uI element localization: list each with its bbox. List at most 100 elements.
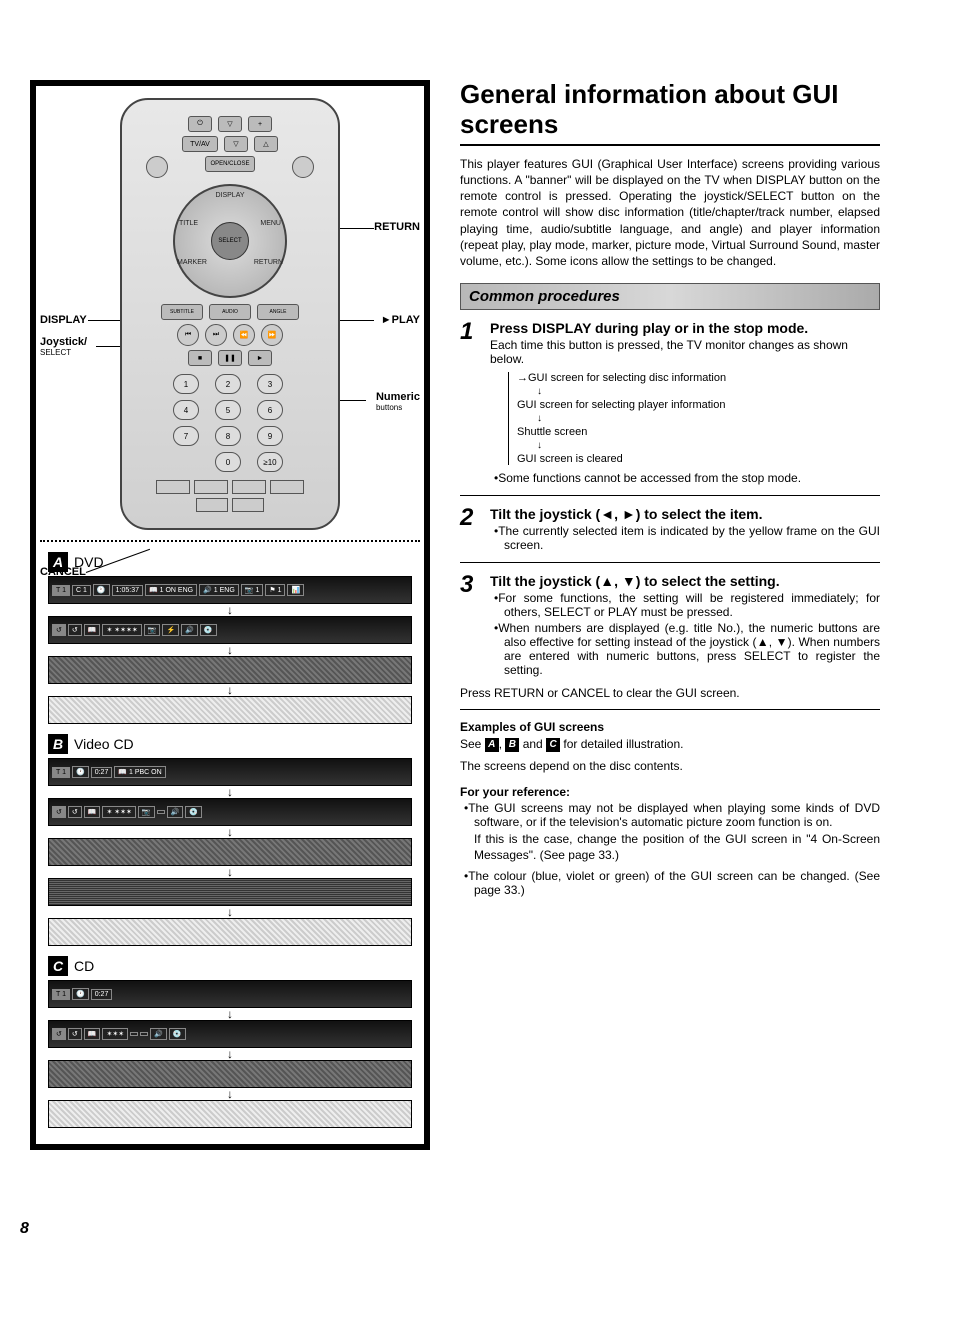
section-label-B: Video CD [74, 736, 134, 752]
gui-bar [48, 696, 412, 724]
gui-bar: T 1C 1🕐1:05:37📖 1 ON ENG🔊 1 ENG📷 1⚑ 1📊 [48, 576, 412, 604]
gui-cell: T 1 [52, 989, 70, 1000]
num-8: 8 [215, 426, 241, 446]
step-3: 3 Tilt the joystick (▲, ▼) to select the… [460, 573, 880, 679]
mid-audio: AUDIO [209, 304, 251, 320]
gui-bar: ↺↺📖✶✶✶🔊💿 [48, 1020, 412, 1048]
down-arrow: ↓ [48, 1090, 412, 1098]
gui-cell: T 1 [52, 767, 70, 778]
flow-arrow: ↓ [537, 413, 880, 424]
ref-box-a: A [485, 738, 499, 752]
examples-sub: The screens depend on the disc contents. [460, 758, 880, 774]
left-column: RETURN DISPLAY ►PLAY Joystick/ SELECT Nu… [30, 80, 430, 1150]
num-2: 2 [215, 374, 241, 394]
ch-up-button: △ [254, 136, 278, 152]
gui-cell: ↺ [68, 1028, 82, 1040]
gui-cell: 🕐 [93, 584, 110, 596]
step2-title: Tilt the joystick (◄, ►) to select the i… [490, 506, 880, 522]
ref1: •The GUI screens may not be displayed wh… [460, 801, 880, 829]
bottom-abrepeat [232, 480, 266, 494]
callout-joystick-text: Joystick/ [40, 336, 87, 348]
gui-cell [157, 810, 165, 814]
gui-cell: 🔊 1 ENG [199, 584, 239, 596]
gui-cell: 🔊 [181, 624, 198, 636]
clear-instruction: Press RETURN or CANCEL to clear the GUI … [460, 685, 880, 701]
gui-cell: ⚑ 1 [265, 584, 285, 596]
callout-joystick: Joystick/ SELECT [40, 336, 87, 357]
gui-cell: 🔊 [167, 806, 184, 818]
gui-cell: ↺ [52, 1028, 66, 1040]
examples-line: See A, B and C for detailed illustration… [460, 736, 880, 752]
gui-cell: 📷 [138, 806, 155, 818]
num-4: 4 [173, 400, 199, 420]
bottom-row [130, 480, 330, 494]
gui-bar [48, 918, 412, 946]
gui-bar [48, 1100, 412, 1128]
power-button: ⏻ [188, 116, 212, 132]
ref2: •The colour (blue, violet or green) of t… [460, 869, 880, 897]
gui-cell: 🕐 [72, 766, 89, 778]
vss-button [232, 498, 264, 512]
gui-cell: ✶ ✶✶✶ [102, 806, 135, 818]
bottom-repeatmode [194, 480, 228, 494]
section-B: B Video CD [48, 734, 412, 754]
num-6: 6 [257, 400, 283, 420]
gui-cell: ↺ [52, 806, 66, 818]
num-0: 0 [215, 452, 241, 472]
gui-cell: ↺ [68, 806, 82, 818]
down-arrow: ↓ [48, 1050, 412, 1058]
intro-paragraph: This player features GUI (Graphical User… [460, 156, 880, 269]
small-round-1 [146, 156, 168, 178]
joystick-ring: DISPLAY TITLE MENU MARKER RETURN SELECT [173, 184, 287, 298]
small-round-2 [292, 156, 314, 178]
down-arrow: ↓ [48, 828, 412, 836]
ref-box-c: C [546, 738, 560, 752]
step1-note: •Some functions cannot be accessed from … [490, 471, 880, 485]
step1-flow: →GUI screen for selecting disc informati… [508, 372, 880, 465]
tvav-button: TV/AV [182, 136, 218, 152]
setup-button [196, 498, 228, 512]
gui-cell: 💿 [185, 806, 202, 818]
callout-return: RETURN [374, 221, 420, 233]
letter-box-B: B [48, 734, 68, 754]
callout-numeric-sub: buttons [376, 403, 420, 412]
step-2: 2 Tilt the joystick (◄, ►) to select the… [460, 506, 880, 554]
gui-bar [48, 656, 412, 684]
down-arrow: ↓ [48, 868, 412, 876]
down-arrow: ↓ [48, 606, 412, 614]
step2-b1: •The currently selected item is indicate… [490, 524, 880, 552]
page-number: 8 [20, 1220, 954, 1238]
gui-cell: ↺ [52, 624, 66, 636]
ring-title: TITLE [179, 220, 198, 227]
callout-play: ►PLAY [381, 314, 420, 326]
section-C: C CD [48, 956, 412, 976]
callout-cancel: CANCEL [40, 566, 86, 578]
gui-cell: 1:05:37 [112, 585, 143, 596]
search-fwd-button: ⏩ [261, 324, 283, 346]
down-arrow: ↓ [48, 686, 412, 694]
letter-box-C: C [48, 956, 68, 976]
gui-cell: 📷 [144, 624, 161, 636]
remote-diagram-frame: RETURN DISPLAY ►PLAY Joystick/ SELECT Nu… [30, 80, 430, 1150]
gui-sections: ADVDT 1C 1🕐1:05:37📖 1 ON ENG🔊 1 ENG📷 1⚑ … [48, 552, 412, 1128]
ex-t1: See [460, 737, 485, 751]
ring-display: DISPLAY [215, 192, 244, 199]
gui-bar [48, 1060, 412, 1088]
pause-button: ❚❚ [218, 350, 242, 366]
num-7: 7 [173, 426, 199, 446]
bottom-playmode [270, 480, 304, 494]
down-arrow: ↓ [48, 1010, 412, 1018]
vol-down-button: ▽ [218, 116, 242, 132]
callout-joystick-sub: SELECT [40, 348, 87, 357]
step3-b2: •When numbers are displayed (e.g. title … [490, 621, 880, 677]
num-≥10: ≥10 [257, 452, 283, 472]
step-num-1: 1 [460, 320, 482, 487]
section-label-C: CD [74, 958, 94, 974]
ref-box-b: B [505, 738, 519, 752]
gui-bar [48, 878, 412, 906]
callout-numeric: Numeric buttons [376, 391, 420, 412]
page: RETURN DISPLAY ►PLAY Joystick/ SELECT Nu… [0, 0, 954, 1190]
num-3: 3 [257, 374, 283, 394]
down-arrow: ↓ [48, 788, 412, 796]
gui-cell: 💿 [169, 1028, 186, 1040]
